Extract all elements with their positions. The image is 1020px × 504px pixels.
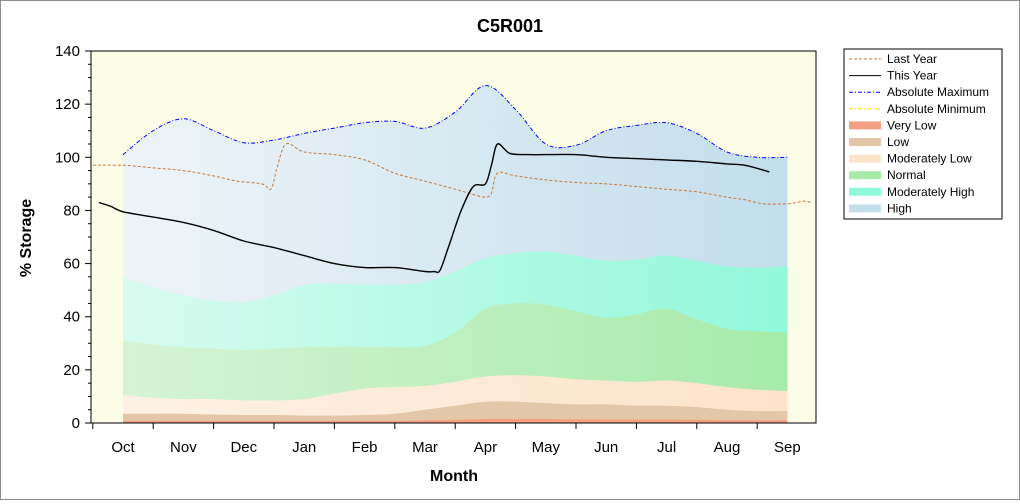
legend-swatch-low <box>849 138 881 146</box>
y-tick-label: 80 <box>63 202 80 219</box>
legend-swatch-moderately-high <box>849 187 881 196</box>
y-tick-label: 120 <box>55 96 80 113</box>
y-tick-label: 60 <box>63 256 80 273</box>
x-axis-title: Month <box>430 468 478 485</box>
x-tick-label: Jun <box>594 439 618 456</box>
x-tick-label: Jul <box>657 439 676 456</box>
x-tick-label: May <box>532 439 561 456</box>
x-tick-label: Oct <box>111 439 135 456</box>
y-tick-label: 100 <box>55 149 80 166</box>
x-tick-label: Feb <box>352 439 378 456</box>
x-tick-label: Aug <box>714 439 741 456</box>
chart-title: C5R001 <box>477 16 543 36</box>
legend: Last Year This Year Absolute Maximum Absolu… <box>843 48 1003 220</box>
legend-label: Absolute Minimum <box>887 102 986 116</box>
y-tick-label: 140 <box>55 43 80 60</box>
legend-swatch-high <box>849 204 881 213</box>
axes: 0 20 40 60 80 100 120 140 Oct Nov Dec Jan Feb Mar Apr M… <box>55 43 817 456</box>
legend-label: High <box>887 201 912 215</box>
band-very-low <box>123 418 788 423</box>
x-tick-label: Nov <box>170 439 197 456</box>
series-this-year <box>98 143 770 274</box>
legend-label: Very Low <box>887 118 937 132</box>
x-tick-label: Dec <box>230 439 257 456</box>
y-axis-title: % Storage <box>18 199 35 277</box>
x-tick-label: Apr <box>474 439 497 456</box>
x-tick-label: Jan <box>292 439 316 456</box>
legend-swatch-very-low <box>849 121 881 130</box>
y-tick-label: 20 <box>63 362 80 379</box>
y-tick-label: 0 <box>72 415 80 432</box>
band-low <box>123 401 788 423</box>
plot-area <box>91 51 816 424</box>
legend-label: Absolute Maximum <box>887 85 989 99</box>
legend-label: Last Year <box>887 52 937 66</box>
y-tick-label: 40 <box>63 309 80 326</box>
legend-label: Moderately High <box>887 185 974 199</box>
legend-swatch-moderately-low <box>849 154 881 163</box>
x-tick-label: Sep <box>774 439 801 456</box>
legend-label: This Year <box>887 69 937 83</box>
series-abs-max <box>122 84 788 159</box>
legend-label: Low <box>887 135 909 149</box>
series-last-year <box>92 143 812 205</box>
legend-label: Moderately Low <box>887 152 972 166</box>
legend-label: Normal <box>887 168 926 182</box>
x-tick-label: Mar <box>412 439 438 456</box>
legend-swatch-normal <box>849 171 881 180</box>
